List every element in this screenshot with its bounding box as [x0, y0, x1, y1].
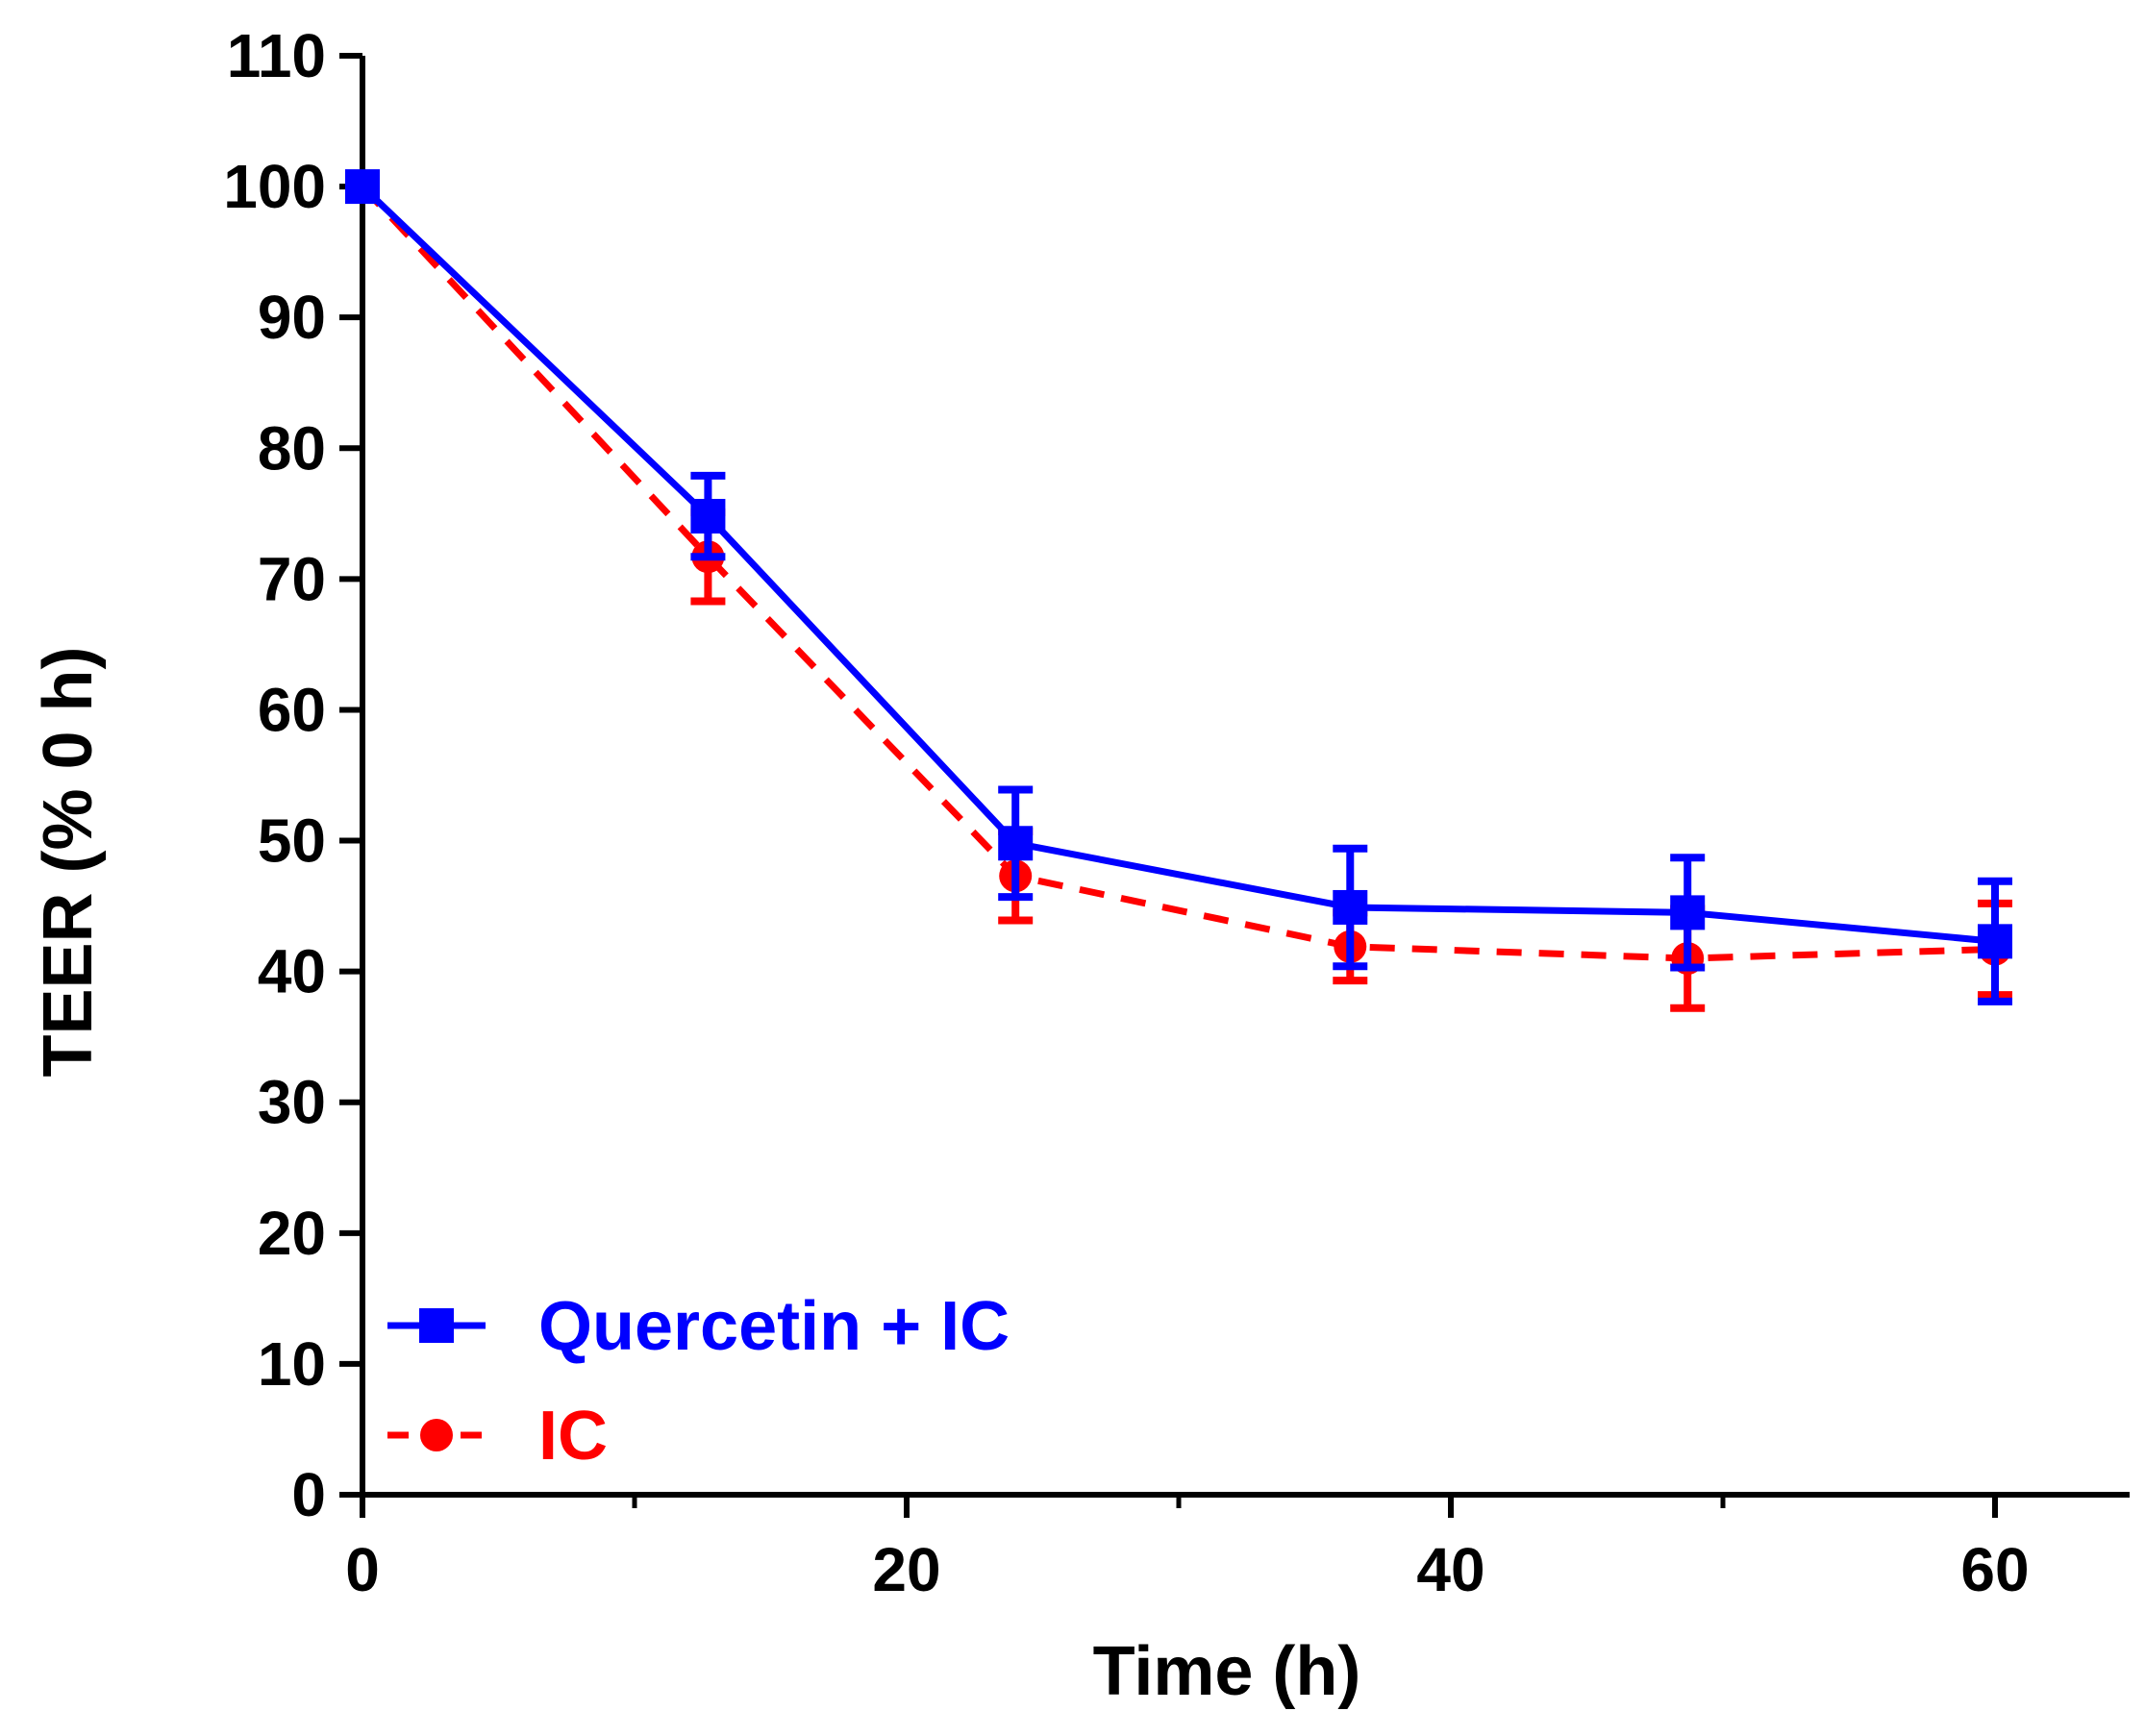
x-tick-label: 0 — [345, 1535, 380, 1604]
data-point — [1670, 895, 1706, 930]
data-point — [1333, 889, 1368, 925]
data-point — [690, 499, 726, 534]
axes — [360, 56, 2130, 1498]
y-tick-label: 110 — [227, 21, 326, 90]
legend-marker — [420, 1419, 453, 1451]
y-tick-label: 50 — [258, 806, 326, 876]
y-tick-label: 40 — [258, 937, 326, 1006]
data-point — [345, 169, 380, 205]
y-tick-label: 60 — [258, 675, 326, 744]
y-tick-label: 90 — [258, 283, 326, 352]
y-tick-label: 10 — [258, 1329, 326, 1399]
legend-marker — [419, 1308, 454, 1343]
y-tick-label: 80 — [258, 413, 326, 483]
x-axis-title: Time (h) — [1093, 1633, 1361, 1710]
series-ic — [346, 170, 2012, 1012]
legend-item: Quercetin + IC — [387, 1288, 1010, 1365]
legend-item: IC — [387, 1398, 608, 1475]
series-layer — [345, 169, 2012, 1012]
x-tick-label: 60 — [1960, 1535, 2029, 1604]
tick-marks: 0 10 20 30 40 50 60 70 80 90 100 110 0 20 40 60 — [223, 21, 2029, 1604]
y-tick-label: 0 — [291, 1460, 326, 1529]
series-line — [360, 184, 1996, 945]
x-tick-label: 20 — [872, 1535, 940, 1604]
data-point — [998, 826, 1034, 861]
y-tick-label: 70 — [258, 544, 326, 613]
legend: Quercetin + IC IC — [387, 1288, 1010, 1475]
y-tick-label: 20 — [258, 1199, 326, 1268]
y-tick-label: 100 — [223, 152, 326, 221]
series-quercetin-ic — [345, 169, 2012, 1005]
y-tick-label: 30 — [258, 1068, 326, 1137]
y-axis-title: TEER (% 0 h) — [30, 646, 107, 1077]
data-point — [1978, 924, 2012, 959]
series-line — [360, 184, 1996, 962]
legend-label: Quercetin + IC — [538, 1288, 1010, 1365]
x-tick-label: 40 — [1416, 1535, 1484, 1604]
legend-label: IC — [538, 1398, 608, 1475]
